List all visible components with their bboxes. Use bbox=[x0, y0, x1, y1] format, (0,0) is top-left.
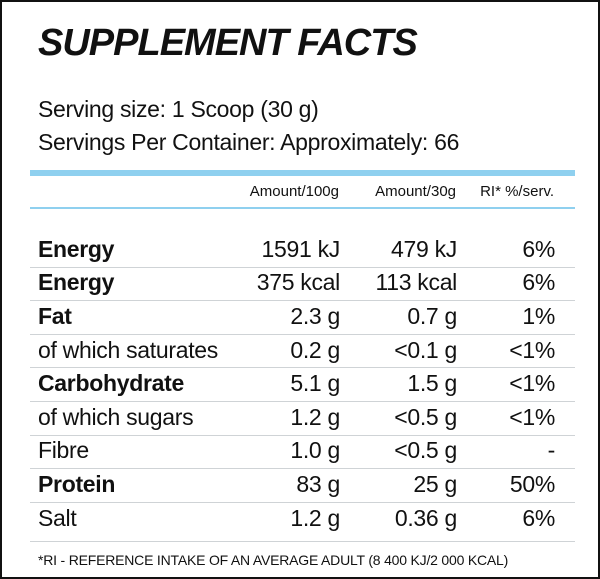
cell-value: 0.2 g bbox=[290, 336, 340, 363]
cell-value: 50% bbox=[509, 471, 555, 497]
cell-value: <1% bbox=[509, 336, 555, 363]
row-separator bbox=[30, 502, 575, 503]
cell-value: 6% bbox=[522, 235, 555, 262]
cell-value: <0.5 g bbox=[394, 403, 457, 430]
row-label: Carbohydrate bbox=[38, 370, 184, 397]
row-label: of which sugars bbox=[38, 403, 194, 430]
row-label: Energy bbox=[38, 235, 115, 262]
serving-size: Serving size: 1 Scoop (30 g) bbox=[38, 96, 319, 122]
cell-value: 1.2 g bbox=[290, 403, 340, 430]
cell-value: 479 kJ bbox=[391, 235, 457, 262]
cell-value: <0.5 g bbox=[394, 437, 457, 464]
row-separator bbox=[30, 367, 575, 368]
divider bbox=[30, 207, 575, 209]
footnote: *RI - REFERENCE INTAKE OF AN AVERAGE ADU… bbox=[38, 552, 509, 568]
cell-value: <1% bbox=[509, 403, 555, 430]
cell-value: 1% bbox=[522, 303, 555, 329]
cell-value: 83 g bbox=[296, 471, 340, 497]
cell-value: 0.7 g bbox=[407, 303, 457, 329]
cell-value: 1.0 g bbox=[290, 437, 340, 464]
servings-per-container: Servings Per Container: Approximately: 6… bbox=[38, 129, 460, 155]
row-separator bbox=[30, 401, 575, 402]
cell-value: 1591 kJ bbox=[261, 235, 341, 262]
row-separator bbox=[30, 300, 575, 301]
cell-value: 2.3 g bbox=[290, 303, 340, 329]
cell-value: 25 g bbox=[413, 471, 457, 497]
divider bbox=[30, 541, 575, 542]
cell-value: 0.36 g bbox=[394, 504, 457, 531]
row-label: Protein bbox=[38, 471, 116, 497]
title: SUPPLEMENT FACTS bbox=[38, 22, 418, 64]
cell-value: 5.1 g bbox=[290, 370, 340, 397]
divider bbox=[30, 170, 575, 176]
cell-value: <0.1 g bbox=[394, 336, 457, 363]
row-separator bbox=[30, 435, 575, 436]
row-label: Fibre bbox=[38, 437, 89, 464]
row-separator bbox=[30, 468, 575, 469]
cell-value: 1.5 g bbox=[407, 370, 457, 397]
column-header: Amount/30g bbox=[375, 183, 456, 200]
row-label: Energy bbox=[38, 269, 115, 296]
cell-value: 6% bbox=[522, 504, 555, 531]
column-header: RI* %/serv. bbox=[480, 183, 554, 200]
cell-value: - bbox=[547, 437, 556, 464]
cell-value: 6% bbox=[522, 269, 555, 296]
cell-value: 113 kcal bbox=[375, 269, 457, 296]
row-separator bbox=[30, 334, 575, 335]
cell-value: 375 kcal bbox=[256, 269, 341, 296]
row-label: Fat bbox=[38, 303, 72, 329]
cell-value: 1.2 g bbox=[290, 504, 340, 531]
cell-value: <1% bbox=[509, 370, 555, 397]
column-header: Amount/100g bbox=[249, 183, 339, 200]
row-label: Salt bbox=[38, 504, 77, 531]
row-separator bbox=[30, 267, 575, 268]
row-label: of which saturates bbox=[38, 336, 218, 363]
